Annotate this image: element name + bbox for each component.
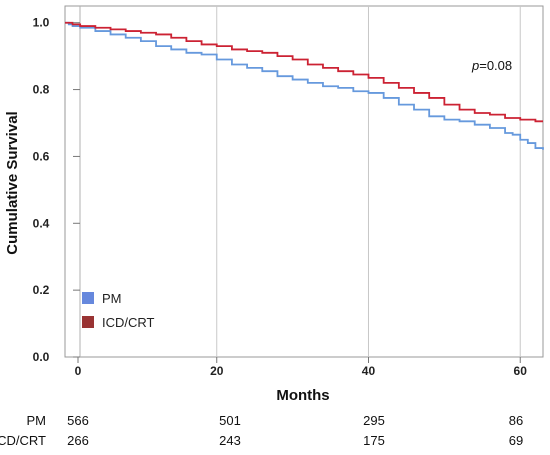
risk-row-label: ICD/CRT: [0, 433, 46, 448]
p-value-number: =0.08: [479, 58, 512, 73]
x-tick-label: 40: [362, 364, 376, 378]
x-axis-title: Months: [276, 387, 329, 404]
y-tick-label: 0.0: [33, 350, 50, 364]
legend-label: ICD/CRT: [102, 315, 155, 330]
x-tick-label: 0: [75, 364, 82, 378]
x-tick-label: 20: [210, 364, 224, 378]
y-tick-label: 0.8: [33, 83, 50, 97]
risk-cell: 295: [363, 413, 385, 428]
risk-cell: 501: [219, 413, 241, 428]
y-tick-label: 1.0: [33, 16, 50, 30]
risk-cell: 86: [509, 413, 523, 428]
risk-cell: 266: [67, 433, 89, 448]
risk-table: PM 566 501 295 86 ICD/CRT 266 243 175 69: [0, 413, 523, 448]
legend-label: PM: [102, 291, 122, 306]
legend-swatch-pm: [82, 292, 94, 304]
p-value-symbol: p: [471, 58, 479, 73]
risk-cell: 69: [509, 433, 523, 448]
x-axis-ticks: 0 20 40 60: [75, 357, 528, 378]
risk-cell: 175: [363, 433, 385, 448]
y-tick-label: 0.4: [33, 216, 50, 230]
p-value-annotation: p=0.08: [471, 58, 512, 73]
y-tick-label: 0.6: [33, 149, 50, 163]
risk-row-label: PM: [27, 413, 47, 428]
x-tick-label: 60: [514, 364, 528, 378]
legend-swatch-icd-crt: [82, 316, 94, 328]
risk-cell: 243: [219, 433, 241, 448]
y-tick-label: 0.2: [33, 283, 50, 297]
y-axis-title: Cumulative Survival: [4, 111, 21, 254]
risk-cell: 566: [67, 413, 89, 428]
